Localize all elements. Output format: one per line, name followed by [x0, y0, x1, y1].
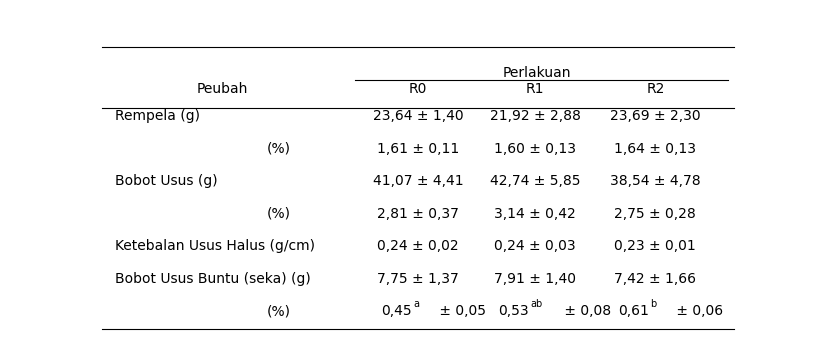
Text: Rempela (g): Rempela (g): [114, 109, 200, 123]
Text: 1,60 ± 0,13: 1,60 ± 0,13: [494, 142, 576, 156]
Text: 21,92 ± 2,88: 21,92 ± 2,88: [490, 109, 581, 123]
Text: Peubah: Peubah: [197, 82, 248, 96]
Text: (%): (%): [267, 142, 291, 156]
Text: 7,75 ± 1,37: 7,75 ± 1,37: [377, 272, 459, 286]
Text: 2,75 ± 0,28: 2,75 ± 0,28: [614, 207, 696, 221]
Text: 0,53: 0,53: [499, 304, 529, 318]
Text: R2: R2: [646, 82, 664, 96]
Text: 7,42 ± 1,66: 7,42 ± 1,66: [614, 272, 696, 286]
Text: (%): (%): [267, 207, 291, 221]
Text: 0,24 ± 0,03: 0,24 ± 0,03: [494, 239, 576, 253]
Text: R1: R1: [526, 82, 544, 96]
Text: ± 0,05: ± 0,05: [435, 304, 486, 318]
Text: a: a: [413, 299, 419, 309]
Text: ab: ab: [530, 299, 543, 309]
Text: 0,24 ± 0,02: 0,24 ± 0,02: [377, 239, 459, 253]
Text: Ketebalan Usus Halus (g/cm): Ketebalan Usus Halus (g/cm): [114, 239, 315, 253]
Text: 1,64 ± 0,13: 1,64 ± 0,13: [614, 142, 696, 156]
Text: 7,91 ± 1,40: 7,91 ± 1,40: [494, 272, 576, 286]
Text: (%): (%): [267, 304, 291, 318]
Text: 23,69 ± 2,30: 23,69 ± 2,30: [610, 109, 701, 123]
Text: 2,81 ± 0,37: 2,81 ± 0,37: [377, 207, 459, 221]
Text: 0,23 ± 0,01: 0,23 ± 0,01: [614, 239, 696, 253]
Text: Bobot Usus (g): Bobot Usus (g): [114, 174, 217, 188]
Text: 41,07 ± 4,41: 41,07 ± 4,41: [373, 174, 463, 188]
Text: 42,74 ± 5,85: 42,74 ± 5,85: [490, 174, 580, 188]
Text: 1,61 ± 0,11: 1,61 ± 0,11: [377, 142, 459, 156]
Text: 0,61: 0,61: [619, 304, 649, 318]
Text: R0: R0: [409, 82, 428, 96]
Text: ± 0,06: ± 0,06: [672, 304, 724, 318]
Text: b: b: [650, 299, 657, 309]
Text: 0,45: 0,45: [381, 304, 412, 318]
Text: ± 0,08: ± 0,08: [560, 304, 611, 318]
Text: Bobot Usus Buntu (seka) (g): Bobot Usus Buntu (seka) (g): [114, 272, 310, 286]
Text: 23,64 ± 1,40: 23,64 ± 1,40: [373, 109, 463, 123]
Text: 38,54 ± 4,78: 38,54 ± 4,78: [610, 174, 701, 188]
Text: Perlakuan: Perlakuan: [503, 66, 571, 81]
Text: 3,14 ± 0,42: 3,14 ± 0,42: [494, 207, 576, 221]
